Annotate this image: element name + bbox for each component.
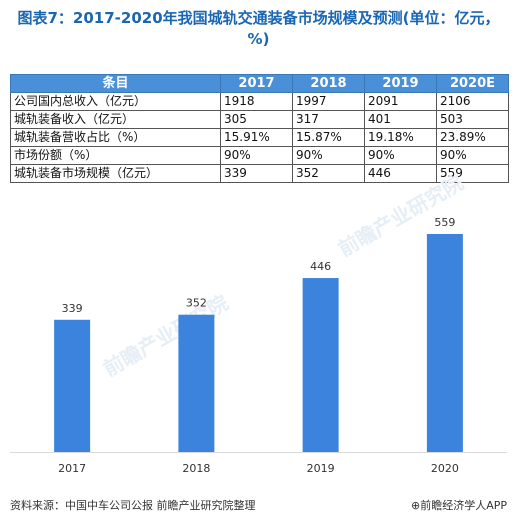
data-table: 条目 2017 2018 2019 2020E 公司国内总收入（亿元） 1918… <box>10 74 509 183</box>
bar-2020 <box>426 233 463 452</box>
table-cell: 公司国内总收入（亿元） <box>10 92 221 111</box>
table-cell: 城轨装备市场规模（亿元） <box>10 164 221 183</box>
table-header-cell: 条目 <box>10 74 221 93</box>
data-label-2017: 339 <box>62 302 83 315</box>
table-cell: 23.89% <box>436 128 509 147</box>
x-tick-label-2020: 2020 <box>431 462 459 475</box>
data-label-2018: 352 <box>186 297 207 310</box>
table-header-cell: 2020E <box>436 74 509 93</box>
bar-2017 <box>54 319 91 452</box>
table-cell: 1918 <box>220 92 293 111</box>
table-row: 市场份额（%） 90% 90% 90% 90% <box>10 146 509 165</box>
table-header-cell: 2018 <box>292 74 365 93</box>
brand-logo: ⊕前瞻经济学人APP <box>410 499 507 512</box>
bar-2019 <box>302 278 339 452</box>
bar-2018 <box>178 314 215 452</box>
table-header-cell: 2017 <box>220 74 293 93</box>
source-note: 资料来源：中国中车公司公报 前瞻产业研究院整理 <box>10 499 256 512</box>
table-cell: 19.18% <box>364 128 437 147</box>
table-cell: 2106 <box>436 92 509 111</box>
x-tick-label-2018: 2018 <box>182 462 210 475</box>
table-row: 城轨装备收入（亿元） 305 317 401 503 <box>10 110 509 129</box>
table-cell: 339 <box>220 164 293 183</box>
table-cell: 90% <box>220 146 293 165</box>
table-row: 城轨装备市场规模（亿元） 339 352 446 559 <box>10 164 509 183</box>
table-cell: 446 <box>364 164 437 183</box>
data-label-2019: 446 <box>310 260 331 273</box>
chart-title: 图表7：2017-2020年我国城轨交通装备市场规模及预测(单位：亿元，%) <box>17 9 500 48</box>
table-cell: 352 <box>292 164 365 183</box>
table-row: 城轨装备营收占比（%） 15.91% 15.87% 19.18% 23.89% <box>10 128 509 147</box>
table-header-row: 条目 2017 2018 2019 2020E <box>10 74 509 93</box>
table-row: 公司国内总收入（亿元） 1918 1997 2091 2106 <box>10 92 509 111</box>
x-tick-label-2019: 2019 <box>307 462 335 475</box>
table-cell: 559 <box>436 164 509 183</box>
table-cell: 90% <box>436 146 509 165</box>
table-cell: 15.91% <box>220 128 293 147</box>
x-tick-label-2017: 2017 <box>58 462 86 475</box>
data-label-2020: 559 <box>434 216 455 229</box>
